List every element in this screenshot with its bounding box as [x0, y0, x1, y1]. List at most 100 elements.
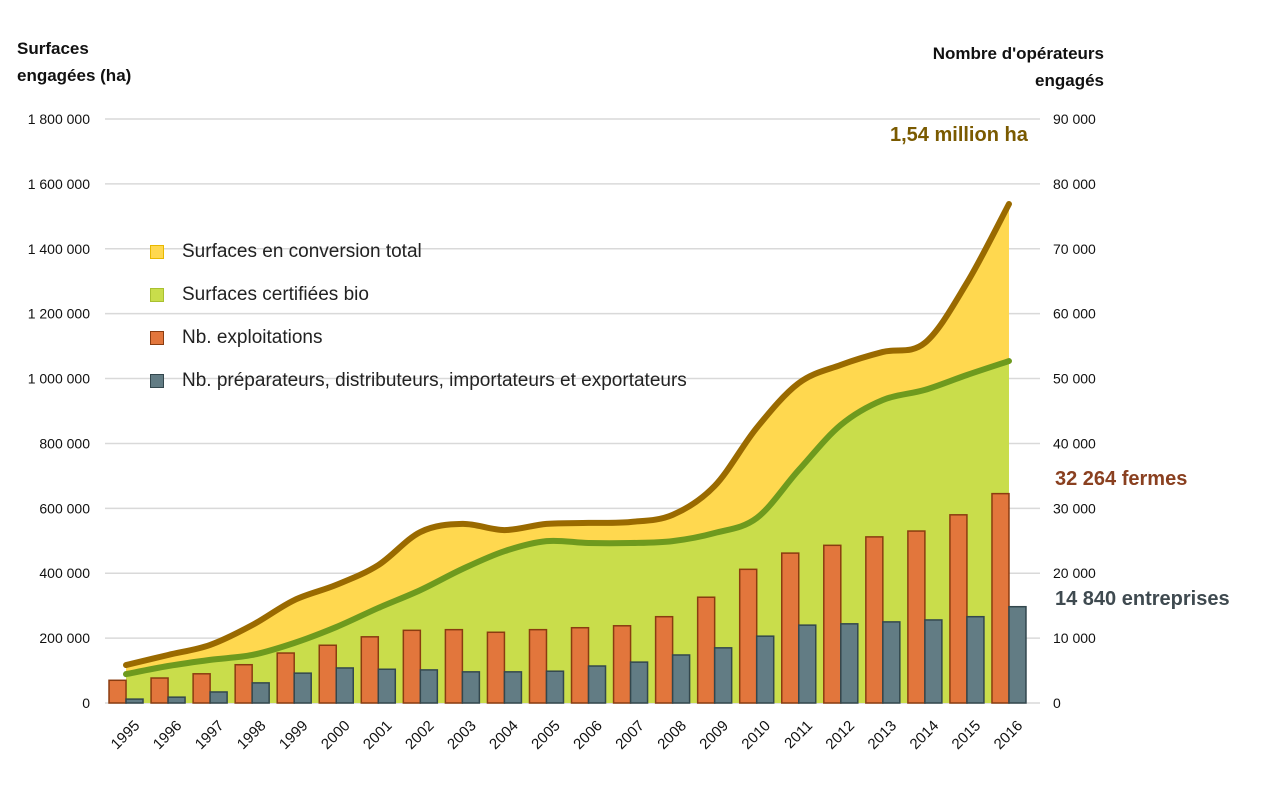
x-tick-label: 2011 — [781, 717, 816, 752]
bar-exploitations — [907, 530, 926, 704]
left-tick-label: 1 800 000 — [28, 111, 90, 127]
line-certified-bio — [123, 358, 1012, 678]
bar-operators — [167, 696, 186, 704]
right-axis-title-line2: engagés — [1035, 71, 1104, 90]
x-axis-ticks: 1995 1996 1997 1998 1999 2000 2001 2002 2003 2004… — [108, 717, 1027, 753]
x-tick-label: 2008 — [654, 717, 690, 753]
bar-operators — [335, 667, 354, 704]
bar-exploitations — [865, 536, 884, 704]
bar-exploitations — [318, 644, 337, 704]
right-tick-label: 40 000 — [1053, 435, 1096, 451]
bar-exploitations — [276, 652, 295, 704]
right-tick-label: 50 000 — [1053, 371, 1096, 387]
line-conversion-total — [123, 201, 1012, 669]
x-tick-label: 2005 — [528, 717, 564, 753]
right-tick-label: 90 000 — [1053, 111, 1096, 127]
bar-operators — [924, 619, 943, 704]
x-tick-label: 2012 — [822, 717, 858, 753]
x-tick-label: 2013 — [865, 717, 901, 753]
legend-item-exploitations: Nb. exploitations — [150, 316, 687, 359]
left-tick-label: 600 000 — [39, 500, 90, 516]
right-tick-label: 0 — [1053, 695, 1061, 711]
right-axis-title: Nombre d'opérateurs engagés — [933, 40, 1104, 94]
bar-operators — [419, 669, 439, 704]
bar-operators — [755, 635, 775, 704]
x-tick-label: 2000 — [318, 717, 354, 753]
left-tick-label: 0 — [82, 695, 90, 711]
bar-operators — [545, 670, 565, 704]
x-tick-label: 2006 — [570, 717, 606, 753]
bar-operators — [209, 691, 228, 704]
x-tick-label: 2014 — [907, 717, 943, 753]
annotation-farms: 32 264 fermes — [1055, 468, 1188, 490]
bar-operators — [671, 654, 691, 704]
bar-exploitations — [949, 514, 968, 704]
bar-operators — [840, 623, 859, 704]
right-axis-title-line1: Nombre d'opérateurs — [932, 44, 1104, 63]
left-tick-label: 1 000 000 — [28, 371, 90, 387]
bar-operators — [125, 698, 144, 704]
right-tick-label: 80 000 — [1053, 176, 1096, 192]
left-tick-label: 1 400 000 — [28, 241, 90, 257]
left-tick-label: 1 200 000 — [28, 306, 90, 322]
bar-operators — [251, 682, 270, 704]
right-tick-label: 30 000 — [1053, 500, 1096, 516]
left-tick-label: 1 600 000 — [28, 176, 90, 192]
left-tick-label: 400 000 — [39, 565, 90, 581]
bar-exploitations — [781, 552, 800, 704]
bar-exploitations — [444, 628, 464, 704]
legend-swatch-certified — [150, 287, 164, 302]
legend-label-certified: Surfaces certifiées bio — [182, 283, 369, 305]
bar-exploitations — [486, 631, 506, 704]
left-axis-title-line2: engagées (ha) — [17, 66, 132, 85]
bar-operators — [882, 621, 901, 704]
bar-operators — [798, 624, 817, 704]
bar-exploitations — [402, 629, 422, 704]
left-axis-title-line1: Surfaces — [17, 39, 89, 58]
x-tick-label: 2015 — [949, 717, 985, 753]
x-tick-label: 2007 — [612, 717, 648, 753]
legend-label-conversion: Surfaces en conversion total — [182, 240, 422, 262]
bar-exploitations — [108, 679, 127, 704]
right-axis-ticks: 0 10 000 20 000 30 000 40 000 50 000 60 000 70 … — [1053, 111, 1096, 711]
bar-operators — [293, 672, 312, 704]
bar-operators — [377, 668, 397, 704]
bar-exploitations — [528, 628, 548, 704]
legend-item-operators: Nb. préparateurs, distributeurs, importa… — [150, 359, 687, 402]
legend-swatch-conversion — [150, 244, 164, 259]
x-tick-label: 2003 — [444, 717, 480, 753]
annotation-companies: 14 840 entreprises — [1055, 588, 1230, 610]
x-tick-label: 2001 — [360, 717, 396, 753]
legend-swatch-exploitations — [150, 330, 164, 345]
legend: Surfaces en conversion total Surfaces ce… — [150, 230, 687, 402]
bar-exploitations — [991, 492, 1010, 704]
bar-exploitations — [696, 596, 716, 704]
bar-operators — [503, 671, 523, 704]
legend-item-conversion: Surfaces en conversion total — [150, 230, 687, 273]
bar-operators — [587, 665, 607, 704]
bar-operators — [461, 671, 481, 704]
bar-exploitations — [234, 663, 253, 704]
bar-exploitations — [612, 625, 632, 704]
left-axis-ticks: 0 200 000 400 000 600 000 800 000 1 000 000 1 … — [28, 111, 91, 711]
bar-exploitations — [738, 568, 758, 704]
legend-item-certified: Surfaces certifiées bio — [150, 273, 687, 316]
bar-exploitations — [150, 677, 169, 704]
x-tick-label: 2009 — [696, 717, 732, 753]
bar-exploitations — [570, 626, 590, 704]
x-tick-label: 2004 — [486, 717, 522, 753]
x-tick-label: 1999 — [276, 717, 312, 753]
legend-label-exploitations: Nb. exploitations — [182, 326, 323, 348]
x-tick-label: 1996 — [150, 717, 186, 753]
x-tick-label: 2002 — [402, 717, 438, 753]
x-tick-label: 2010 — [738, 717, 774, 753]
bar-exploitations — [192, 673, 211, 704]
bar-operators — [713, 647, 733, 704]
annotation-total-surface: 1,54 million ha — [890, 124, 1028, 146]
right-tick-label: 70 000 — [1053, 241, 1096, 257]
right-tick-label: 10 000 — [1053, 630, 1096, 646]
x-tick-label: 1998 — [234, 717, 270, 753]
area-outlines — [123, 201, 1012, 678]
bar-exploitations — [360, 636, 380, 704]
